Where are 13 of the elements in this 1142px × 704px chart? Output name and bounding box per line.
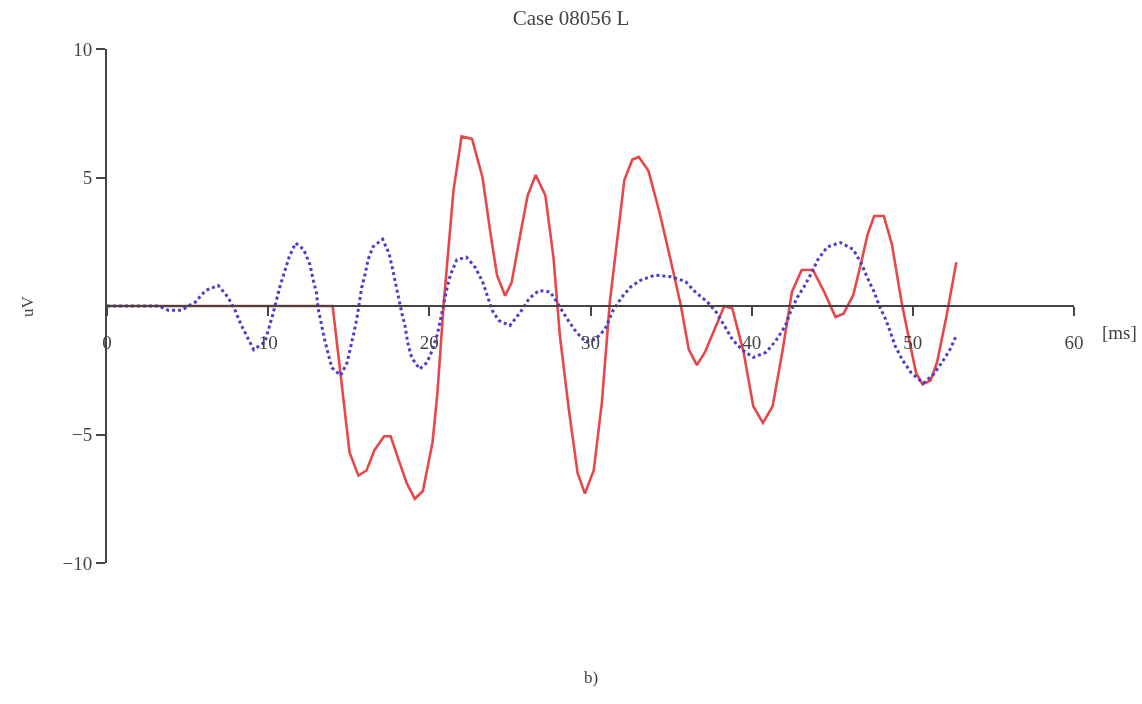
x-tick-label: 30 — [581, 331, 600, 353]
text: b) — [584, 668, 599, 687]
y-tick-label: 5 — [82, 167, 93, 189]
x-axis-title: [ms] — [1102, 322, 1137, 343]
chart-title: Case 08056 L — [512, 6, 630, 31]
x-tick-label: 10 — [258, 331, 278, 353]
y-tick-label: 10 — [73, 38, 93, 60]
x-tick-label: 20 — [419, 331, 439, 353]
x-tick-label: 40 — [742, 331, 762, 353]
y-tick-label: −5 — [71, 424, 93, 446]
y-axis-title: uV — [18, 295, 37, 317]
x-tick-label: 60 — [1064, 331, 1084, 353]
y-tick-label: −10 — [62, 552, 93, 574]
